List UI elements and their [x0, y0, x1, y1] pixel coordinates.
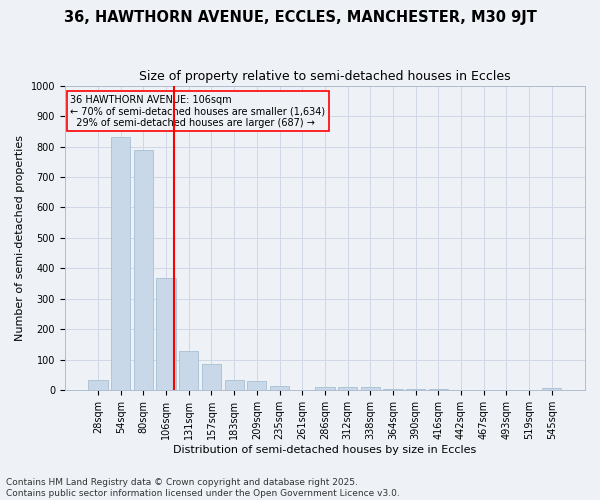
Title: Size of property relative to semi-detached houses in Eccles: Size of property relative to semi-detach…	[139, 70, 511, 83]
X-axis label: Distribution of semi-detached houses by size in Eccles: Distribution of semi-detached houses by …	[173, 445, 476, 455]
Bar	[111, 138, 130, 390]
Bar	[315, 386, 335, 390]
Bar	[224, 380, 244, 390]
Bar	[88, 380, 108, 390]
Bar	[134, 150, 153, 390]
Bar	[406, 389, 425, 390]
Text: 36, HAWTHORN AVENUE, ECCLES, MANCHESTER, M30 9JT: 36, HAWTHORN AVENUE, ECCLES, MANCHESTER,…	[64, 10, 536, 25]
Bar	[247, 381, 266, 390]
Bar	[270, 386, 289, 390]
Text: Contains HM Land Registry data © Crown copyright and database right 2025.
Contai: Contains HM Land Registry data © Crown c…	[6, 478, 400, 498]
Bar	[542, 388, 562, 390]
Text: 36 HAWTHORN AVENUE: 106sqm
← 70% of semi-detached houses are smaller (1,634)
  2: 36 HAWTHORN AVENUE: 106sqm ← 70% of semi…	[70, 94, 325, 128]
Bar	[202, 364, 221, 390]
Bar	[338, 386, 357, 390]
Bar	[179, 352, 199, 391]
Bar	[361, 386, 380, 390]
Bar	[383, 389, 403, 390]
Y-axis label: Number of semi-detached properties: Number of semi-detached properties	[15, 135, 25, 341]
Bar	[157, 278, 176, 390]
Bar	[428, 389, 448, 390]
